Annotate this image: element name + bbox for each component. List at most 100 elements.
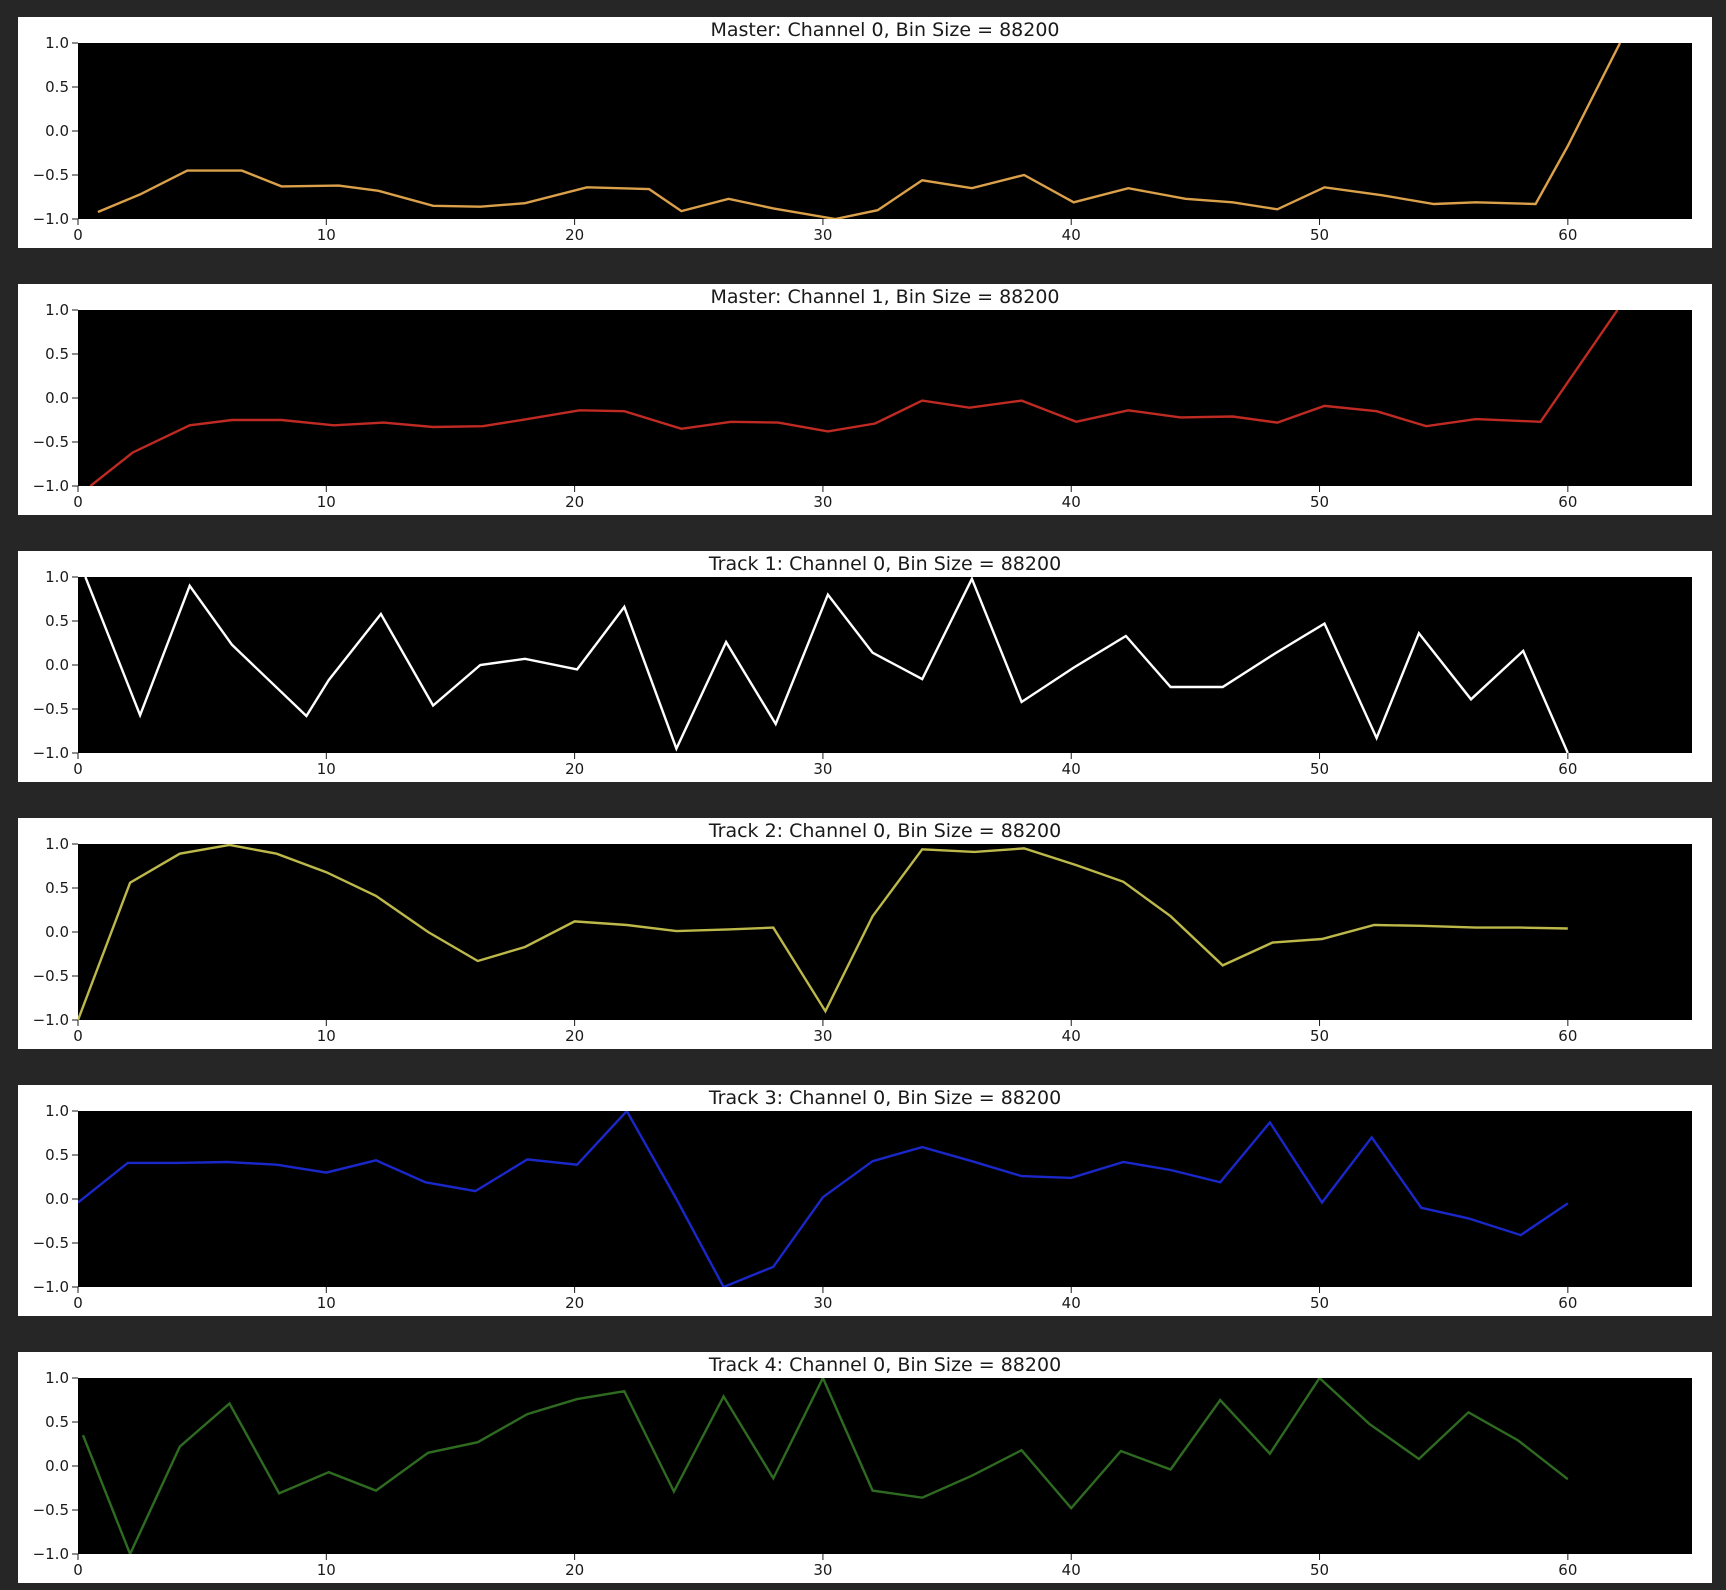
chart-svg-6: Track 4: Channel 0, Bin Size = 88200 1.0 0… [33,1354,1692,1579]
x-tick-label: 60 [1558,1027,1577,1045]
plot-area [78,844,1692,1020]
x-tick-label: 10 [317,1027,336,1045]
x-tick-label: 10 [317,493,336,511]
chart-panel-3: Track 1: Channel 0, Bin Size = 88200 1.0 0… [18,551,1712,782]
y-tick-label: 0.5 [45,1413,69,1431]
x-tick-label: 50 [1310,760,1329,778]
chart-svg-1: Master: Channel 0, Bin Size = 88200 1.0 0.… [33,19,1692,244]
chart-title: Track 2: Channel 0, Bin Size = 88200 [708,820,1061,842]
y-tick-label: −0.5 [33,166,69,184]
x-tick-label: 30 [813,760,832,778]
chart-title: Master: Channel 0, Bin Size = 88200 [710,19,1059,41]
y-tick-label: −1.0 [33,1545,69,1563]
x-tick-label: 20 [565,226,584,244]
plot-area [78,1378,1692,1554]
chart-svg-2: Master: Channel 1, Bin Size = 88200 1.0 0.… [33,286,1692,511]
y-tick-label: −1.0 [33,477,69,495]
x-tick-label: 20 [565,760,584,778]
y-tick-label: 0.0 [45,1457,69,1475]
x-tick-label: 40 [1062,760,1081,778]
x-tick-label: 40 [1062,493,1081,511]
y-tick-label: 0.0 [45,122,69,140]
x-tick-label: 0 [73,1294,83,1312]
plot-area [78,577,1692,753]
y-tick-label: 0.5 [45,78,69,96]
y-tick-label: 0.0 [45,923,69,941]
y-tick-label: 1.0 [45,34,69,52]
x-tick-label: 30 [813,226,832,244]
y-tick-label: 0.5 [45,612,69,630]
x-tick-label: 60 [1558,1294,1577,1312]
y-tick-label: −0.5 [33,1501,69,1519]
x-tick-label: 10 [317,226,336,244]
x-tick-label: 10 [317,1561,336,1579]
chart-panel-6: Track 4: Channel 0, Bin Size = 88200 1.0 0… [18,1352,1712,1583]
chart-svg-5: Track 3: Channel 0, Bin Size = 88200 1.0 0… [33,1087,1692,1312]
x-tick-label: 60 [1558,760,1577,778]
chart-title: Track 1: Channel 0, Bin Size = 88200 [708,553,1061,575]
y-tick-label: 0.0 [45,1190,69,1208]
plot-area [78,43,1692,219]
y-tick-label: 0.5 [45,345,69,363]
x-tick-label: 20 [565,1561,584,1579]
chart-panel-2: Master: Channel 1, Bin Size = 88200 1.0 0.… [18,284,1712,515]
y-tick-label: −0.5 [33,1234,69,1252]
series-line [97,43,1622,219]
chart-panel-1: Master: Channel 0, Bin Size = 88200 1.0 0.… [18,17,1712,248]
x-tick-label: 0 [73,493,83,511]
x-tick-label: 50 [1310,1027,1329,1045]
y-tick-label: 1.0 [45,1369,69,1387]
y-tick-label: −1.0 [33,744,69,762]
chart-svg-3: Track 1: Channel 0, Bin Size = 88200 1.0 0… [33,553,1692,778]
x-tick-label: 40 [1062,226,1081,244]
y-tick-label: −1.0 [33,210,69,228]
chart-title: Track 3: Channel 0, Bin Size = 88200 [708,1087,1061,1109]
x-tick-label: 40 [1062,1027,1081,1045]
y-tick-label: −1.0 [33,1011,69,1029]
x-tick-label: 60 [1558,493,1577,511]
x-tick-label: 20 [565,1294,584,1312]
x-tick-label: 10 [317,760,336,778]
x-tick-label: 30 [813,1027,832,1045]
chart-panel-4: Track 2: Channel 0, Bin Size = 88200 1.0 0… [18,818,1712,1049]
chart-title: Track 4: Channel 0, Bin Size = 88200 [708,1354,1061,1376]
plot-area [78,310,1692,486]
series-line [81,1378,1569,1554]
y-tick-label: 0.0 [45,389,69,407]
x-tick-label: 50 [1310,493,1329,511]
series-line [84,577,1569,753]
y-tick-label: 1.0 [45,301,69,319]
x-tick-label: 0 [73,226,83,244]
y-tick-label: 1.0 [45,1102,69,1120]
y-tick-label: 0.5 [45,879,69,897]
series-line [89,310,1619,486]
x-tick-label: 50 [1310,1561,1329,1579]
y-tick-label: 0.0 [45,656,69,674]
y-tick-label: 1.0 [45,568,69,586]
y-tick-label: −0.5 [33,700,69,718]
y-tick-label: −0.5 [33,433,69,451]
x-tick-label: 0 [73,1561,83,1579]
x-tick-label: 30 [813,493,832,511]
chart-panel-5: Track 3: Channel 0, Bin Size = 88200 1.0 0… [18,1085,1712,1316]
y-tick-label: 0.5 [45,1146,69,1164]
x-tick-label: 20 [565,493,584,511]
x-tick-label: 50 [1310,1294,1329,1312]
x-tick-label: 60 [1558,226,1577,244]
x-tick-label: 30 [813,1294,832,1312]
x-tick-label: 40 [1062,1561,1081,1579]
x-tick-label: 0 [73,760,83,778]
x-tick-label: 40 [1062,1294,1081,1312]
x-tick-label: 10 [317,1294,336,1312]
plot-area [78,1111,1692,1287]
x-tick-label: 30 [813,1561,832,1579]
x-tick-label: 20 [565,1027,584,1045]
x-tick-label: 0 [73,1027,83,1045]
chart-svg-4: Track 2: Channel 0, Bin Size = 88200 1.0 0… [33,820,1692,1045]
y-tick-label: 1.0 [45,835,69,853]
x-tick-label: 60 [1558,1561,1577,1579]
x-tick-label: 50 [1310,226,1329,244]
y-tick-label: −1.0 [33,1278,69,1296]
chart-title: Master: Channel 1, Bin Size = 88200 [710,286,1059,308]
y-tick-label: −0.5 [33,967,69,985]
